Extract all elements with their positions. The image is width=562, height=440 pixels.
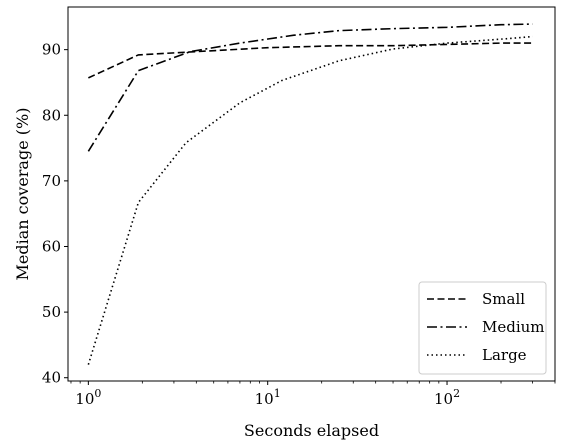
series-line-large (87, 35, 533, 365)
legend-box (418, 281, 547, 375)
legend: Small Medium Large (418, 281, 547, 375)
legend-label-medium: Medium (482, 318, 545, 336)
y-axis-ticks: 40 50 60 70 80 90 (42, 41, 68, 387)
y-axis-label: Median coverage (%) (13, 108, 32, 281)
y-tick-label: 40 (42, 369, 61, 387)
legend-label-large: Large (482, 346, 527, 364)
x-axis-label: Seconds elapsed (244, 421, 379, 440)
series-line-medium (87, 23, 533, 152)
y-tick-label: 90 (42, 41, 61, 59)
legend-label-small: Small (482, 290, 525, 308)
y-tick-label: 80 (42, 106, 61, 124)
y-tick-label: 50 (42, 303, 61, 321)
series-line-small (88, 42, 533, 79)
axes-frame (67, 6, 556, 382)
y-tick-label: 60 (42, 237, 61, 255)
x-tick-label: 101 (255, 387, 281, 408)
x-axis-ticks: 100 101 102 (70, 381, 556, 408)
y-tick-label: 70 (42, 172, 61, 190)
x-tick-label: 102 (434, 387, 460, 408)
plot-lines (87, 23, 533, 365)
x-tick-label: 100 (75, 387, 101, 408)
